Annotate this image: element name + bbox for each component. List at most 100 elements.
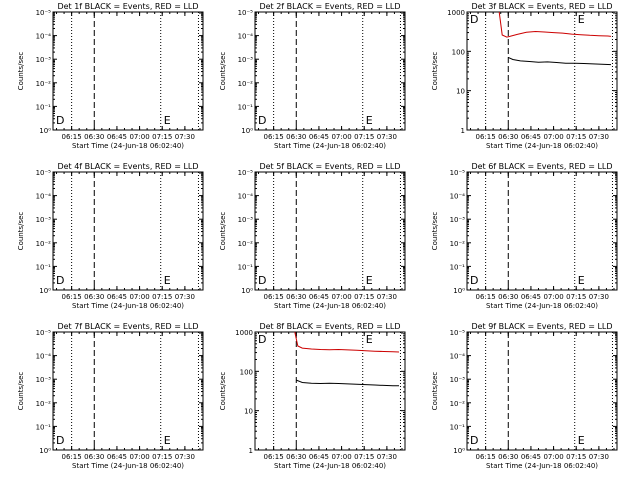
x-tick-label: 07:00 (129, 133, 149, 141)
y-axis-label: Counts/sec (219, 372, 227, 411)
x-tick-label: 06:45 (107, 453, 127, 461)
y-tick-label: 1 (249, 447, 253, 455)
x-tick-label: 07:00 (543, 453, 563, 461)
y-tick-label: 10⁻¹ (238, 263, 254, 271)
x-tick-label: 07:15 (152, 133, 172, 141)
x-tick-label: 07:30 (589, 453, 609, 461)
y-tick-label: 10⁻³ (238, 56, 254, 64)
x-tick-label: 06:45 (521, 293, 541, 301)
marker-label-end: E (578, 434, 585, 447)
x-axis-label: Start Time (24-Jun-18 06:02:40) (486, 142, 598, 150)
series-line-events (296, 379, 399, 387)
x-axis-label: Start Time (24-Jun-18 06:02:40) (486, 462, 598, 470)
x-tick-label: 06:15 (264, 293, 284, 301)
y-axis-label: Counts/sec (431, 372, 439, 411)
plot-frame (52, 11, 204, 131)
y-axis-label: Counts/sec (219, 52, 227, 91)
marker-label-end: E (366, 333, 373, 346)
y-tick-label: 1 (461, 127, 465, 135)
panel-title: Det 8f BLACK = Events, RED = LLD (259, 322, 400, 331)
y-tick-label: 10⁻² (36, 400, 52, 408)
y-tick-label: 10⁻² (238, 80, 254, 88)
panel-det-1: Det 1f BLACK = Events, RED = LLD 10⁰ 10⁻¹ 1… (17, 2, 204, 150)
x-tick-label: 07:30 (377, 453, 397, 461)
series-line-lld (498, 11, 612, 38)
x-tick-label: 06:30 (498, 293, 518, 301)
y-tick-label: 100 (240, 368, 253, 376)
y-tick-label: 10⁻¹ (36, 423, 52, 431)
x-axis-label: Start Time (24-Jun-18 06:02:40) (72, 142, 184, 150)
panel-det-9: Det 9f BLACK = Events, RED = LLD 10⁰ 10⁻¹ 1… (431, 322, 618, 470)
y-tick-label: 10⁻² (450, 240, 466, 248)
x-tick-label: 07:00 (129, 453, 149, 461)
x-tick-label: 07:15 (354, 453, 374, 461)
x-tick-label: 07:15 (354, 133, 374, 141)
x-tick-label: 06:15 (264, 453, 284, 461)
y-tick-label: 10⁻² (36, 80, 52, 88)
x-tick-label: 06:30 (84, 133, 104, 141)
x-tick-label: 06:45 (521, 133, 541, 141)
x-axis-label: Start Time (24-Jun-18 06:02:40) (274, 462, 386, 470)
y-axis-label: Counts/sec (219, 212, 227, 251)
panel-title: Det 1f BLACK = Events, RED = LLD (57, 2, 198, 11)
y-tick-label: 10⁰ (241, 127, 253, 135)
x-tick-label: 07:30 (175, 133, 195, 141)
panel-det-5: Det 5f BLACK = Events, RED = LLD 10⁰ 10⁻¹ 1… (219, 162, 406, 310)
y-tick-label: 10⁻⁴ (36, 353, 52, 361)
x-tick-label: 06:45 (107, 133, 127, 141)
series-line-lld (294, 331, 400, 353)
y-tick-label: 10⁻⁵ (36, 169, 52, 177)
panel-det-8: Det 8f BLACK = Events, RED = LLD 1 10 100 10… (219, 322, 406, 470)
y-tick-label: 10⁻⁴ (238, 33, 254, 41)
x-tick-label: 07:15 (354, 293, 374, 301)
y-tick-label: 10⁻³ (450, 216, 466, 224)
y-tick-label: 10⁰ (453, 287, 465, 295)
x-tick-label: 07:30 (175, 293, 195, 301)
marker-label-start: D (258, 114, 266, 127)
plot-frame (466, 171, 618, 291)
x-tick-label: 07:15 (152, 293, 172, 301)
x-tick-label: 06:30 (286, 453, 306, 461)
x-tick-label: 06:45 (521, 453, 541, 461)
marker-label-start: D (470, 13, 478, 26)
x-tick-label: 06:30 (84, 293, 104, 301)
panel-title: Det 2f BLACK = Events, RED = LLD (259, 2, 400, 11)
marker-label-end: E (164, 274, 171, 287)
y-tick-label: 10⁻⁴ (450, 353, 466, 361)
x-axis-label: Start Time (24-Jun-18 06:02:40) (274, 142, 386, 150)
y-tick-label: 10⁰ (39, 127, 51, 135)
x-tick-label: 06:15 (476, 133, 496, 141)
marker-label-start: D (258, 333, 266, 346)
y-tick-label: 10⁻⁴ (36, 193, 52, 201)
y-tick-label: 10⁻² (36, 240, 52, 248)
y-tick-label: 10⁻³ (238, 216, 254, 224)
y-axis-label: Counts/sec (17, 212, 25, 251)
y-tick-label: 10⁻⁵ (450, 169, 466, 177)
marker-label-end: E (366, 114, 373, 127)
y-tick-label: 10⁻⁵ (36, 329, 52, 337)
y-tick-label: 10⁻⁵ (238, 9, 254, 17)
series-line-events (508, 56, 612, 66)
panel-title: Det 4f BLACK = Events, RED = LLD (57, 162, 198, 171)
x-axis-label: Start Time (24-Jun-18 06:02:40) (72, 462, 184, 470)
panel-title: Det 5f BLACK = Events, RED = LLD (259, 162, 400, 171)
y-tick-label: 10⁰ (241, 287, 253, 295)
x-tick-label: 06:45 (309, 133, 329, 141)
y-tick-label: 10⁻¹ (238, 103, 254, 111)
x-tick-label: 07:30 (589, 293, 609, 301)
y-axis-label: Counts/sec (431, 212, 439, 251)
y-tick-label: 1000 (235, 329, 253, 337)
marker-label-start: D (56, 434, 64, 447)
marker-label-start: D (470, 434, 478, 447)
x-tick-label: 07:15 (566, 453, 586, 461)
panel-det-7: Det 7f BLACK = Events, RED = LLD 10⁰ 10⁻¹ 1… (17, 322, 204, 470)
marker-label-end: E (578, 13, 585, 26)
panel-title: Det 9f BLACK = Events, RED = LLD (471, 322, 612, 331)
panel-title: Det 3f BLACK = Events, RED = LLD (471, 2, 612, 11)
x-tick-label: 06:15 (62, 453, 82, 461)
plot-frame (52, 171, 204, 291)
y-tick-label: 10⁻¹ (450, 423, 466, 431)
y-tick-label: 10⁻² (450, 400, 466, 408)
x-tick-label: 06:15 (476, 453, 496, 461)
x-tick-label: 06:45 (107, 293, 127, 301)
